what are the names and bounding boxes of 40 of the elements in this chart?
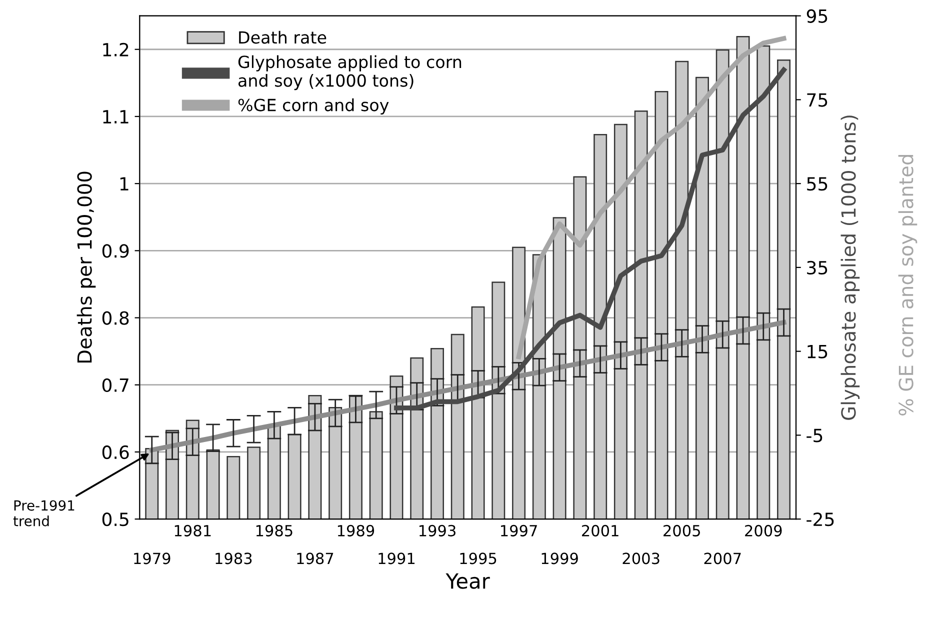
y2-tick-label: -25 bbox=[806, 512, 834, 526]
y2-tick-label: 35 bbox=[807, 260, 828, 275]
y-tick-label: 0.9 bbox=[102, 244, 129, 258]
y-tick-label: 0.6 bbox=[102, 445, 129, 460]
x-tick-label: 1997 bbox=[501, 524, 537, 536]
x-tick-label: 1993 bbox=[419, 524, 456, 536]
x-axis-title: Year bbox=[446, 573, 490, 589]
x-tick-label: 1999 bbox=[542, 552, 578, 564]
annotation: Pre-1991 trend bbox=[13, 500, 74, 526]
x-tick-label: 1981 bbox=[174, 524, 211, 536]
x-tick-label: 1983 bbox=[216, 552, 252, 564]
y-tick-label: 1 bbox=[120, 177, 128, 190]
y2-tick-label: 75 bbox=[807, 93, 828, 107]
y2-axis-title: Glyphosate applied (1000 tons) bbox=[840, 116, 860, 420]
x-tick-label: 2005 bbox=[664, 524, 700, 536]
x-tick-label: 2009 bbox=[745, 524, 782, 536]
x-tick-label: 1989 bbox=[338, 524, 374, 536]
text: % GE corn and soy planted bbox=[898, 154, 918, 416]
x-tick-label: 2003 bbox=[622, 552, 660, 564]
legend-label: Death rate bbox=[239, 30, 326, 44]
x-tick-label: 1995 bbox=[460, 552, 496, 564]
y-tick-label: 0.5 bbox=[102, 512, 128, 526]
y-tick-label: 0.7 bbox=[102, 378, 128, 392]
y-tick-label: 0.8 bbox=[102, 311, 129, 325]
x-tick-label: 1985 bbox=[256, 524, 292, 536]
x-tick-label: 2007 bbox=[704, 552, 741, 564]
legend-label: Glyphosate applied to corn and soy (x1000 tons) bbox=[238, 55, 462, 90]
y2-tick-label: 95 bbox=[806, 9, 828, 23]
legend-label: %GE corn and soy bbox=[238, 98, 389, 115]
y2-tick-label: 15 bbox=[808, 345, 828, 358]
y-axis-title: Deaths per 100,000 bbox=[76, 172, 96, 363]
x-tick-label: 2001 bbox=[582, 524, 618, 536]
y-tick-label: 1.2 bbox=[103, 42, 128, 56]
x-tick-label: 1979 bbox=[134, 552, 170, 564]
x-tick-label: 1987 bbox=[297, 552, 334, 564]
y2-tick-label: 55 bbox=[807, 177, 828, 191]
line-series bbox=[149, 320, 786, 452]
y-tick-label: 1.1 bbox=[103, 110, 128, 124]
x-tick-label: 1991 bbox=[378, 552, 415, 564]
y2-tick-label: -5 bbox=[806, 428, 822, 442]
